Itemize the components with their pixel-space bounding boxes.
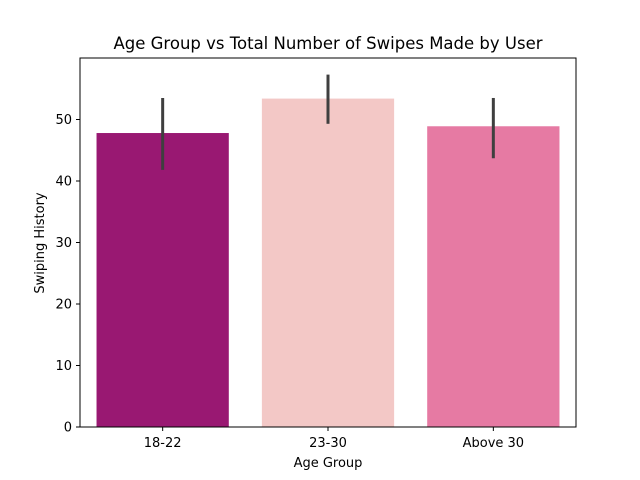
y-tick-label-0: 0 <box>64 421 72 436</box>
y-axis: 0 10 20 30 40 50 <box>55 113 80 436</box>
bar-1 <box>261 98 395 427</box>
plot-area <box>79 57 577 428</box>
x-tick-label-1: 23-30 <box>309 436 347 451</box>
y-axis-label: Swiping History <box>33 192 48 294</box>
y-tick-label-1: 10 <box>55 359 72 374</box>
x-axis-label: Age Group <box>294 456 363 471</box>
y-tick-label-2: 20 <box>55 298 72 313</box>
bar-0 <box>96 133 229 427</box>
x-axis: 18-22 23-30 Above 30 <box>144 427 524 451</box>
bar-2 <box>427 126 560 427</box>
x-tick-label-2: Above 30 <box>463 436 524 451</box>
x-tick-label-0: 18-22 <box>144 436 182 451</box>
y-tick-label-4: 40 <box>55 175 72 190</box>
chart-title: Age Group vs Total Number of Swipes Made… <box>113 34 542 53</box>
y-tick-label-3: 30 <box>55 236 72 251</box>
y-tick-label-5: 50 <box>55 113 72 128</box>
